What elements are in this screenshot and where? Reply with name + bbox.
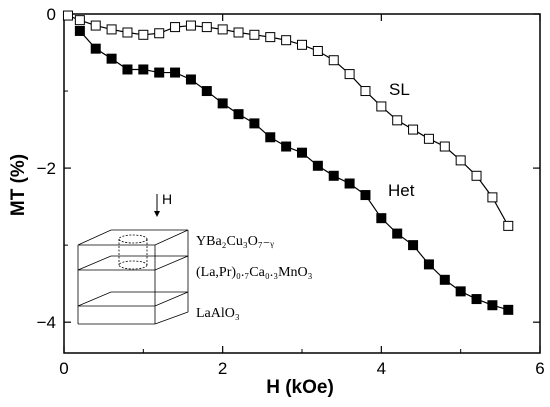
data-point-het: [455, 286, 466, 297]
plot-frame: [63, 13, 541, 354]
data-point-het: [106, 53, 117, 64]
data-point-sl: [360, 86, 371, 97]
data-point-sl: [344, 69, 355, 80]
data-point-het: [360, 190, 371, 201]
data-point-sl: [90, 20, 101, 31]
data-point-sl: [408, 124, 419, 135]
data-point-sl: [281, 35, 292, 46]
data-point-het: [281, 141, 292, 152]
data-point-sl: [62, 10, 73, 21]
data-point-sl: [392, 115, 403, 126]
data-point-het: [408, 240, 419, 251]
data-point-sl: [74, 15, 85, 26]
data-point-sl: [297, 39, 307, 50]
data-point-sl: [312, 45, 323, 56]
data-point-het: [439, 274, 450, 285]
data-point-sl: [138, 29, 149, 40]
series-label-het: Het: [388, 181, 415, 200]
data-point-sl: [106, 24, 117, 35]
data-point-het: [312, 160, 323, 171]
y-tick-label: −2: [37, 159, 56, 178]
layer-bottom-edge: [154, 311, 189, 325]
series-line-het: [79, 30, 509, 311]
layer-bottom-shape: [77, 291, 189, 307]
data-point-sl: [122, 27, 133, 38]
data-point-sl: [217, 24, 228, 35]
field-label: H: [162, 191, 172, 207]
data-point-het: [392, 228, 403, 239]
data-point-sl: [487, 192, 498, 203]
data-point-het: [201, 86, 212, 97]
data-point-het: [344, 178, 355, 189]
data-point-het: [233, 109, 244, 120]
data-point-het: [265, 132, 276, 143]
data-point-sl: [471, 170, 482, 181]
x-tick-label: 6: [535, 359, 544, 378]
inset-schematic: H YBa₂Cu₃O₇₋ᵧ (La,Pr)₀.₇Ca₀.₃MnO₃ LaAlO₃: [77, 191, 313, 325]
y-tick-label: −4: [37, 313, 56, 332]
data-point-sl: [249, 29, 260, 40]
data-point-het: [122, 64, 133, 75]
data-point-sl: [328, 55, 339, 66]
data-point-sl: [170, 22, 181, 33]
layer-top-label: YBa₂Cu₃O₇₋ᵧ: [196, 234, 274, 249]
data-point-het: [249, 118, 260, 129]
data-point-sl: [423, 133, 434, 144]
data-point-sl: [265, 32, 276, 43]
data-point-het: [170, 67, 181, 78]
data-point-sl: [503, 220, 514, 231]
ring-electrode-bottom: [118, 260, 148, 270]
data-point-het: [217, 98, 228, 109]
y-tick-label: 0: [47, 5, 56, 24]
data-point-het: [423, 259, 434, 270]
data-point-sl: [154, 28, 165, 39]
data-point-het: [185, 74, 196, 85]
data-point-het: [376, 213, 387, 224]
data-point-het: [487, 300, 498, 311]
layer-middle-shape: [77, 255, 189, 271]
data-point-het: [503, 304, 514, 315]
data-point-het: [328, 170, 339, 181]
data-point-sl: [201, 22, 212, 33]
series-line-sl: [67, 14, 509, 227]
y-axis-label: MT (%): [8, 154, 29, 216]
data-point-sl: [376, 101, 387, 112]
x-axis-label: H (kOe): [266, 377, 334, 398]
x-tick-label: 2: [218, 359, 227, 378]
field-arrow-head: [154, 211, 160, 217]
data-point-het: [297, 147, 307, 158]
x-tick-label: 0: [59, 359, 68, 378]
layer-bottom-label: LaAlO₃: [196, 306, 240, 321]
data-point-sl: [439, 141, 450, 152]
data-point-het: [90, 43, 101, 54]
series-label-sl: SL: [389, 80, 410, 99]
x-tick-label: 4: [377, 359, 386, 378]
layer-middle-label: (La,Pr)₀.₇Ca₀.₃MnO₃: [196, 265, 313, 280]
data-point-het: [138, 64, 149, 75]
data-point-sl: [233, 27, 244, 38]
data-point-het: [74, 25, 85, 36]
data-point-het: [154, 67, 165, 78]
data-point-het: [471, 294, 482, 305]
ring-electrode-top: [118, 234, 148, 244]
data-point-sl: [185, 20, 196, 31]
data-point-sl: [455, 155, 466, 166]
